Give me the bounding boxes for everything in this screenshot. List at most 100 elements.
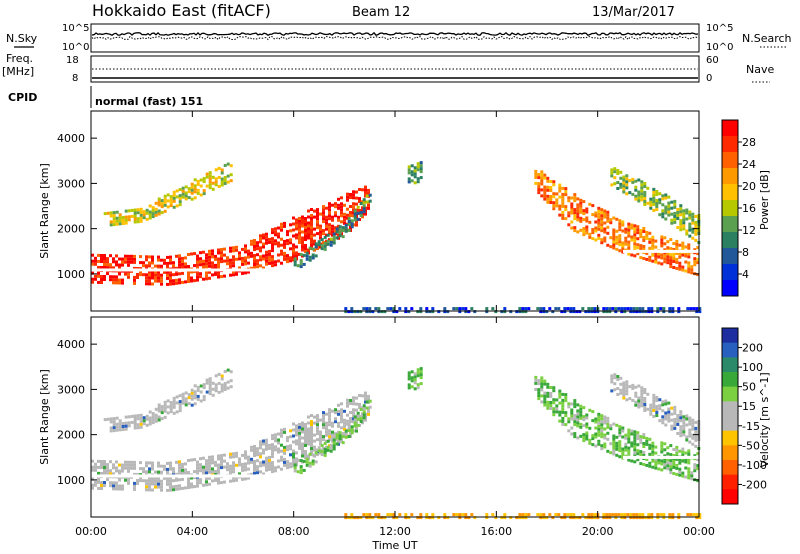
power-cell	[410, 170, 414, 174]
velocity-cell	[673, 423, 677, 427]
velocity-cell	[337, 412, 340, 416]
velocity-cell	[679, 416, 683, 420]
power-cell	[109, 275, 112, 279]
power-cell	[271, 261, 274, 265]
power-cell	[355, 220, 358, 224]
power-cell	[187, 187, 191, 191]
power-cell	[670, 206, 674, 210]
velocity-cell	[664, 417, 668, 421]
velocity-cell	[555, 398, 559, 402]
velocity-cell	[190, 388, 194, 392]
power-cell	[649, 197, 653, 201]
velocity-cell	[614, 513, 618, 517]
velocity-cell	[602, 516, 606, 520]
velocity-cell	[193, 470, 196, 474]
power-cell	[368, 199, 372, 203]
power-cell	[654, 251, 658, 255]
power-cell	[139, 207, 143, 211]
velocity-cell	[648, 443, 652, 447]
power-cell	[585, 225, 589, 229]
velocity-y-tick-label: 1000	[57, 474, 85, 487]
velocity-cell	[130, 414, 134, 418]
velocity-cell	[437, 516, 441, 520]
velocity-cell	[283, 448, 286, 452]
velocity-cell	[576, 436, 580, 440]
power-cell	[187, 277, 190, 280]
velocity-cell	[265, 465, 268, 469]
power-cell	[652, 190, 656, 194]
power-cell	[691, 230, 695, 234]
power-cell	[576, 203, 580, 207]
power-cell	[392, 310, 396, 314]
velocity-cell	[365, 406, 369, 410]
velocity-cell	[621, 453, 625, 457]
power-cell	[133, 257, 136, 261]
power-cell	[268, 255, 271, 259]
velocity-cell	[587, 516, 591, 520]
power-cell	[349, 211, 352, 214]
power-cell	[464, 310, 468, 314]
power-cell	[682, 224, 686, 228]
velocity-cell	[205, 483, 208, 487]
power-cell	[205, 262, 208, 266]
velocity-cell	[686, 513, 690, 517]
velocity-cell	[100, 484, 103, 487]
power-cell	[271, 255, 274, 259]
power-cell	[136, 208, 140, 212]
power-colorbar-tick-label: 4	[742, 268, 749, 281]
velocity-cell	[271, 443, 274, 447]
power-cell	[410, 179, 414, 183]
power-cell	[455, 307, 459, 311]
power-cell	[347, 217, 351, 220]
velocity-cell	[337, 424, 340, 428]
velocity-cell	[292, 461, 295, 465]
noise-right-tick-bottom: 10^0	[706, 42, 733, 53]
power-colorbar-tick-label: 8	[742, 246, 749, 259]
power-cell	[552, 204, 556, 208]
velocity-cell	[121, 469, 124, 473]
velocity-cell	[651, 441, 655, 445]
power-cell	[353, 215, 357, 219]
velocity-cell	[292, 464, 295, 468]
power-cell	[579, 204, 583, 208]
velocity-cell	[630, 429, 634, 433]
power-cell	[563, 310, 567, 314]
power-cell	[229, 173, 233, 177]
velocity-cell	[268, 443, 271, 447]
power-cell	[160, 279, 163, 283]
velocity-cell	[178, 478, 181, 482]
power-cell	[557, 307, 561, 311]
power-cell	[636, 252, 640, 256]
power-cell	[289, 247, 292, 251]
power-cell	[588, 202, 592, 206]
velocity-cell	[584, 516, 588, 520]
velocity-cell	[313, 439, 316, 443]
velocity-cell	[91, 483, 94, 487]
velocity-cell	[220, 386, 224, 390]
velocity-cell	[235, 478, 238, 482]
velocity-cell	[521, 513, 525, 517]
power-cell	[643, 197, 647, 200]
power-cell	[615, 241, 619, 245]
power-cell	[124, 254, 127, 258]
velocity-cell	[669, 444, 673, 448]
velocity-cell	[314, 448, 318, 452]
power-cell	[524, 310, 528, 314]
velocity-colorbar-swatch	[722, 460, 738, 476]
power-cell	[196, 275, 199, 279]
power-cell	[91, 262, 94, 266]
velocity-cell	[585, 431, 589, 435]
power-cell	[100, 257, 103, 260]
velocity-cell	[172, 479, 175, 483]
power-cell	[208, 249, 211, 253]
power-cell	[262, 242, 265, 246]
velocity-cell	[214, 460, 217, 464]
power-cell	[693, 260, 697, 264]
power-cell	[639, 244, 643, 248]
power-cell	[202, 189, 206, 193]
power-cell	[681, 253, 685, 257]
velocity-cell	[425, 516, 429, 520]
power-colorbar-tick-label: 28	[742, 136, 756, 149]
velocity-cell	[610, 374, 614, 378]
velocity-cell	[133, 472, 136, 476]
